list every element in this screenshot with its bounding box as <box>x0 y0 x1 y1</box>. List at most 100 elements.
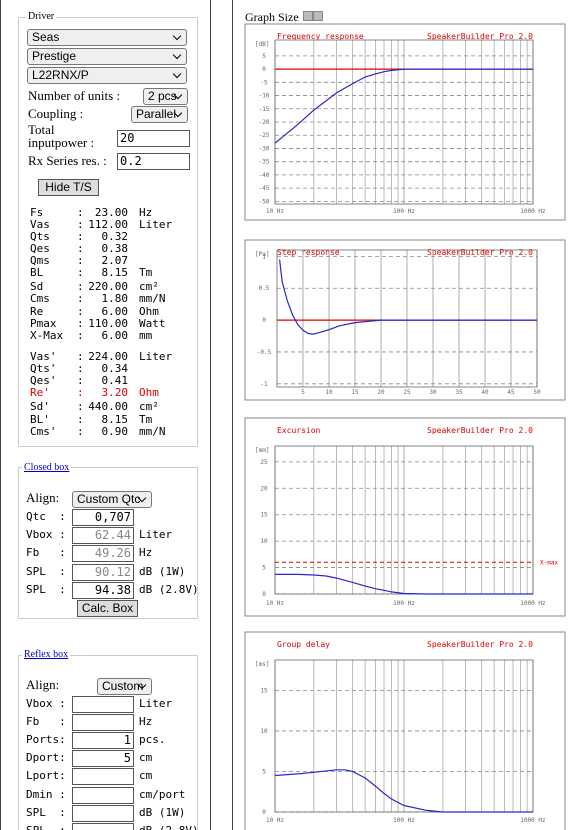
select[interactable]: L22RNX/P <box>27 67 187 84</box>
param-value: 110.00 <box>88 317 128 330</box>
param-unit: Hz <box>139 206 153 219</box>
row-unit: pcs. <box>139 733 166 746</box>
x-tick-label: 50 <box>533 389 541 396</box>
right-panel <box>232 0 577 830</box>
row-unit: Hz <box>139 546 153 559</box>
row-unit: dB (1W) <box>139 565 186 578</box>
driver-fieldset <box>18 17 198 447</box>
param-value: 6.00 <box>101 329 129 342</box>
param-name: Qms <box>30 254 50 267</box>
row-label: Vbox : <box>26 697 66 710</box>
select[interactable]: Custom Qtc <box>72 491 152 508</box>
input[interactable]: 62.44 <box>72 527 134 544</box>
label: Align: <box>26 677 60 692</box>
param-sep: : <box>77 218 84 231</box>
x-tick-label: 35 <box>455 389 463 396</box>
graph-size-label: Graph Size <box>245 10 299 24</box>
row-label: Dport: <box>26 751 66 764</box>
y-tick-label: -1 <box>260 381 268 388</box>
y-tick-label: 10 <box>260 538 268 545</box>
y-tick-label: 0 <box>262 809 266 816</box>
input[interactable]: 5 <box>72 750 134 767</box>
param-sep: : <box>77 425 84 438</box>
input[interactable]: 20 <box>117 130 190 147</box>
input[interactable] <box>72 805 134 822</box>
param-value: 23.00 <box>94 206 128 219</box>
y-tick-label: -15 <box>259 106 270 113</box>
size-button[interactable] <box>303 11 313 21</box>
label: Coupling : <box>28 106 84 121</box>
left-panel <box>0 0 211 830</box>
graph-title: Step response <box>277 248 340 257</box>
size-button[interactable] <box>313 11 323 21</box>
row-unit: Liter <box>139 697 173 710</box>
x-tick-label: 1000 Hz <box>520 600 546 607</box>
param-value: 0.90 <box>101 425 129 438</box>
y-tick-label: 20 <box>260 485 268 492</box>
row-label: Fb : <box>26 546 66 559</box>
input[interactable]: 49.26 <box>72 545 134 562</box>
param-unit: cm² <box>139 400 159 413</box>
row-label: SPL : <box>26 583 66 596</box>
param-sep: : <box>77 266 84 279</box>
legend-link[interactable]: Closed box <box>24 462 70 473</box>
y-tick-label: 5 <box>262 53 266 60</box>
select[interactable]: Parallel <box>131 106 188 123</box>
select[interactable]: Prestige <box>27 48 187 65</box>
param-value: 0.38 <box>101 242 129 255</box>
param-unit: Tm <box>139 266 153 279</box>
button[interactable]: Calc. Box <box>77 600 138 617</box>
input[interactable] <box>72 696 134 713</box>
legend: Driver <box>26 11 57 22</box>
input[interactable] <box>72 714 134 731</box>
select[interactable]: Custom <box>97 678 152 695</box>
param-name: Cms' <box>30 425 57 438</box>
param-name: Vas <box>30 218 50 231</box>
y-tick-label: -0.5 <box>257 349 272 356</box>
row-unit: cm/port <box>139 788 186 801</box>
input[interactable]: 0,707 <box>72 509 134 526</box>
param-name: Sd' <box>30 400 50 413</box>
row-label: SPL : <box>26 824 66 830</box>
y-tick-label: 0 <box>262 317 266 324</box>
y-tick-label: -35 <box>259 159 270 166</box>
param-unit: Liter <box>139 218 173 231</box>
param-name: Qts' <box>30 362 57 375</box>
x-tick-label: 5 <box>301 389 305 396</box>
row-unit: cm <box>139 769 153 782</box>
graph-brand: SpeakerBuilder Pro 2.0 <box>427 640 533 649</box>
select[interactable]: Seas <box>27 29 187 46</box>
input[interactable]: 90.12 <box>72 564 134 581</box>
x-tick-label: 10 Hz <box>266 600 284 607</box>
param-unit: mm/N <box>139 425 166 438</box>
input[interactable]: 94.38 <box>72 582 134 599</box>
param-sep: : <box>77 292 84 305</box>
x-tick-label: 25 <box>403 389 411 396</box>
param-name: Qes <box>30 242 50 255</box>
label: Number of units : <box>28 88 121 103</box>
row-unit: cm <box>139 751 153 764</box>
param-name: Cms <box>30 292 50 305</box>
param-name: Qts <box>30 230 50 243</box>
y-tick-label: 5 <box>262 768 266 775</box>
input[interactable] <box>72 823 134 830</box>
graph-box <box>244 417 566 617</box>
input[interactable]: 1 <box>72 732 134 749</box>
input[interactable] <box>72 768 134 785</box>
param-name: Fs <box>30 206 44 219</box>
curve <box>274 68 533 144</box>
button[interactable]: Hide T/S <box>38 179 99 196</box>
param-sep: : <box>77 362 84 375</box>
legend-link[interactable]: Reflex box <box>24 649 69 660</box>
param-name: BL' <box>30 413 50 426</box>
select[interactable]: 2 pcs <box>143 88 188 105</box>
label: Align: <box>26 490 60 505</box>
graph-title: Group delay <box>277 640 330 649</box>
label: Rx Series res. : <box>28 153 107 168</box>
curve <box>275 573 533 595</box>
input[interactable] <box>72 787 134 804</box>
x-tick-label: 15 <box>351 389 359 396</box>
y-tick-label: 15 <box>260 512 268 519</box>
input[interactable]: 0.2 <box>117 153 190 170</box>
